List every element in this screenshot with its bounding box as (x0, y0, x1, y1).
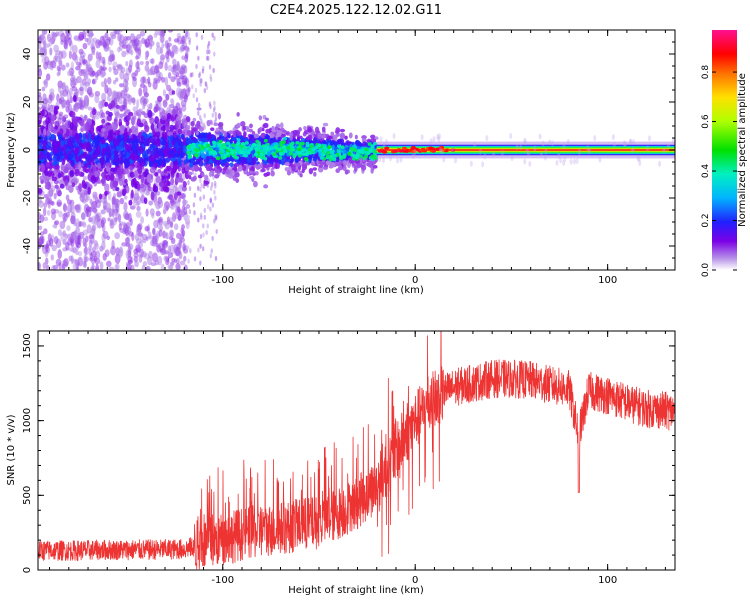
spectrogram-panel: -100 0 100 -40 -20 0 20 40 Height of straight l… (6, 29, 676, 296)
snr-ytick-label: 0 (22, 567, 33, 573)
snr-xtick-label: 100 (598, 575, 617, 586)
colorbar-tick-label: 0.4 (701, 164, 711, 179)
spectrogram-ytick-label: -20 (22, 190, 33, 206)
snr-ylabel: SNR (10 * v/v) (6, 414, 17, 485)
colorbar-tick-label: 0.0 (701, 263, 711, 278)
spectrogram-xtick-label: -100 (211, 275, 234, 286)
spectrogram-ticks: -100 0 100 -40 -20 0 20 40 (22, 29, 675, 286)
colorbar-gradient (712, 30, 737, 270)
snr-series-line (38, 331, 675, 570)
snr-xtick-label: 0 (412, 575, 418, 586)
spectrogram-xlabel: Height of straight line (km) (288, 285, 424, 296)
spectrogram-xtick-label: 0 (412, 275, 418, 286)
spectrogram-ytick-label: 20 (22, 96, 33, 109)
spectrogram-ytick-label: -40 (22, 238, 33, 254)
colorbar-tick-label: 0.8 (701, 65, 711, 80)
spectrogram-ytick-label: 40 (22, 48, 33, 61)
spectrogram-ytick-label: 0 (22, 147, 33, 153)
spectrogram-ylabel: Frequency (Hz) (6, 112, 17, 188)
figure-title: C2E4.2025.122.12.02.G11 (270, 3, 442, 18)
spectrogram-heatmap (38, 30, 675, 270)
spectrogram-xtick-label: 100 (598, 275, 617, 286)
snr-xtick-label: -100 (211, 575, 234, 586)
snr-ytick-label: 1000 (22, 408, 33, 433)
snr-ytick-label: 500 (22, 486, 33, 505)
colorbar-ticks: 0.0 0.2 0.4 0.6 0.8 (701, 65, 737, 278)
colorbar-label: Normalized spectral amplitude (737, 73, 748, 227)
colorbar-tick-label: 0.2 (701, 213, 711, 227)
colorbar-tick-label: 0.6 (701, 114, 711, 129)
colorbar: 0.0 0.2 0.4 0.6 0.8 Normalized spectral ampl… (701, 30, 748, 277)
snr-xlabel: Height of straight line (km) (288, 585, 424, 596)
snr-ytick-label: 1500 (22, 333, 33, 358)
